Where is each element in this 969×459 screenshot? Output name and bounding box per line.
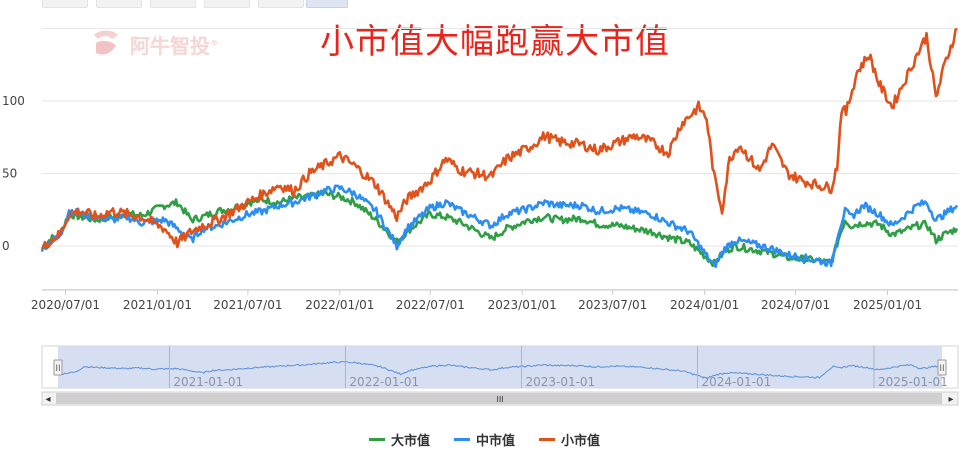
legend-item-large[interactable]: 大市值 bbox=[368, 430, 430, 449]
series-mid-line[interactable] bbox=[40, 184, 959, 269]
x-axis-ticks: 2020/07/01 2021/01/01 2021/07/01 2022/01/01… bbox=[31, 290, 922, 312]
navigator[interactable]: 2021-01-01 2022-01-01 2023-01-01 2024-01-01… bbox=[0, 340, 969, 415]
y-tick-label: 0 bbox=[2, 239, 10, 253]
legend-swatch-small bbox=[539, 437, 555, 441]
range-button-6[interactable] bbox=[306, 0, 348, 8]
navigator-series-line bbox=[57, 360, 942, 379]
navigator-tick-label: 2021-01-01 bbox=[173, 375, 243, 389]
range-button-5[interactable] bbox=[258, 0, 304, 8]
x-tick-label: 2020/07/01 bbox=[31, 298, 100, 312]
y-axis-ticks: 0 50 100 bbox=[2, 94, 25, 253]
legend: 大市值 中市值 小市值 bbox=[0, 430, 969, 449]
series-lines bbox=[40, 27, 959, 269]
navigator-tick-label: 2023-01-01 bbox=[525, 375, 595, 389]
range-button-4[interactable] bbox=[204, 0, 250, 8]
range-selector-bar bbox=[0, 0, 969, 8]
range-button-2[interactable] bbox=[96, 0, 142, 8]
x-tick-label: 2021/07/01 bbox=[213, 298, 282, 312]
legend-label-small: 小市值 bbox=[561, 433, 601, 449]
range-button-3[interactable] bbox=[150, 0, 196, 8]
navigator-tick-label: 2022-01-01 bbox=[349, 375, 419, 389]
x-tick-label: 2023/01/01 bbox=[488, 298, 557, 312]
x-tick-label: 2021/01/01 bbox=[123, 298, 192, 312]
legend-item-small[interactable]: 小市值 bbox=[539, 430, 601, 449]
y-tick-label: 50 bbox=[2, 167, 17, 181]
legend-label-mid: 中市值 bbox=[475, 433, 515, 449]
x-tick-label: 2022/07/01 bbox=[396, 298, 465, 312]
x-tick-label: 2022/01/01 bbox=[305, 298, 374, 312]
navigator-handle-glyph: II bbox=[939, 364, 944, 374]
navigator-tick-label: 2025-01-01 bbox=[878, 375, 948, 389]
legend-swatch-large bbox=[368, 437, 385, 441]
navigator-handle-glyph: II bbox=[55, 364, 60, 374]
scrollbar-thumb[interactable] bbox=[56, 393, 942, 404]
navigator-selection[interactable] bbox=[58, 346, 942, 388]
y-tick-label: 100 bbox=[2, 94, 25, 108]
legend-swatch-mid bbox=[453, 437, 470, 441]
x-tick-label: 2023/07/01 bbox=[578, 298, 647, 312]
series-large-line[interactable] bbox=[40, 190, 959, 268]
x-tick-label: 2024/01/01 bbox=[670, 298, 739, 312]
navigator-tick-label: 2024-01-01 bbox=[701, 375, 771, 389]
range-button-1[interactable] bbox=[42, 0, 88, 8]
x-tick-label: 2025/01/01 bbox=[853, 298, 922, 312]
watermark-logo-icon bbox=[94, 30, 118, 55]
navigator-handle-right[interactable]: II bbox=[937, 359, 947, 376]
grid-lines bbox=[42, 28, 958, 291]
scroll-left-button[interactable]: ◂ bbox=[45, 394, 50, 405]
scroll-right-button[interactable]: ▸ bbox=[948, 394, 953, 405]
x-tick-label: 2024/07/01 bbox=[761, 298, 830, 312]
watermark-text: 阿牛智投® bbox=[130, 34, 218, 58]
legend-label-large: 大市值 bbox=[390, 433, 430, 449]
scrollbar-grip: III bbox=[496, 395, 503, 404]
legend-item-mid[interactable]: 中市值 bbox=[453, 430, 515, 449]
navigator-handle-left[interactable]: II bbox=[53, 359, 63, 376]
series-small-line[interactable] bbox=[41, 27, 958, 249]
